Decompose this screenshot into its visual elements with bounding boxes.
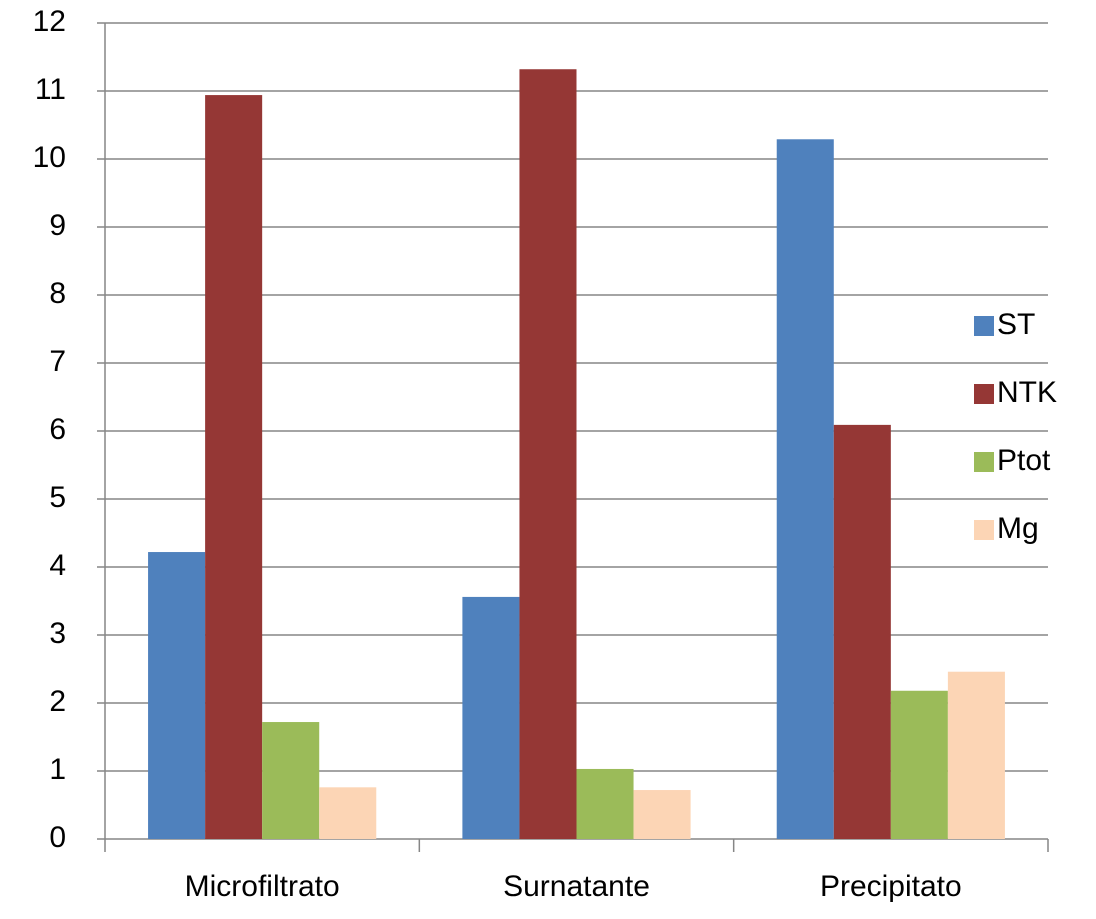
bar (890, 690, 948, 839)
legend-swatch (974, 452, 994, 472)
legend-swatch (974, 316, 994, 336)
y-tick-label: 5 (49, 481, 66, 514)
bar (319, 787, 377, 839)
legend-label: Ptot (997, 444, 1051, 477)
legend-label: Mg (997, 512, 1039, 545)
y-tick-label: 10 (33, 141, 66, 174)
bar (776, 139, 834, 839)
y-tick-label: 3 (49, 617, 66, 650)
y-tick-label: 6 (49, 413, 66, 446)
bar (519, 69, 577, 840)
y-tick-label: 8 (49, 277, 66, 310)
y-tick-label: 2 (49, 685, 66, 718)
y-tick-label: 12 (33, 5, 66, 38)
y-tick-label: 11 (35, 73, 66, 106)
legend-swatch (974, 520, 994, 540)
bar (262, 722, 320, 839)
bar (576, 768, 634, 839)
y-tick-label: 7 (49, 345, 66, 378)
x-tick-label: Precipitato (820, 870, 962, 903)
bar (462, 596, 520, 839)
y-tick-label: 1 (49, 753, 66, 786)
y-tick-label: 4 (49, 549, 66, 582)
y-tick-label: 0 (49, 821, 66, 854)
bar (947, 671, 1005, 839)
legend-label: NTK (997, 376, 1057, 409)
bar (633, 790, 691, 839)
legend-swatch (974, 384, 994, 404)
x-tick-label: Surnatante (503, 870, 650, 903)
y-tick-label: 9 (49, 209, 66, 242)
bar (205, 95, 263, 839)
bar (148, 552, 206, 839)
x-tick-label: Microfiltrato (185, 870, 340, 903)
legend-label: ST (997, 308, 1035, 341)
bar (833, 424, 891, 839)
